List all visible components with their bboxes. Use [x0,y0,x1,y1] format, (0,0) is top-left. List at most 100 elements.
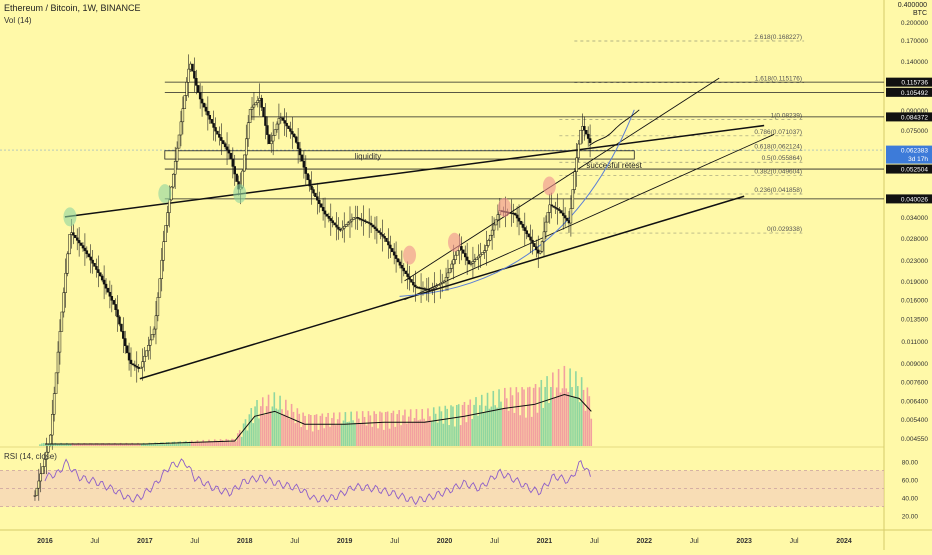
volume-bar [171,441,174,446]
candle-body [245,138,248,156]
volume-bar [454,426,456,446]
volume-bar [452,406,454,446]
candle-body [75,237,79,241]
volume-bar [87,444,89,446]
volume-bar [127,443,130,446]
volume-bar [265,406,268,446]
time-axis-tick-label: 2022 [636,538,652,545]
candle-body [360,218,363,221]
volume-bar [175,443,178,446]
volume-bar [490,406,493,446]
candle-body [450,263,454,269]
candle-body [577,143,580,159]
volume-bar [217,441,220,446]
volume-bar [413,418,416,446]
volume-bar [206,441,208,446]
candle-body [160,259,163,279]
volume-bar [333,412,335,446]
volume-bar [92,444,95,446]
volume-bar [440,411,443,446]
candle-body [89,256,92,261]
candle-body [375,228,379,231]
volume-bar [237,433,239,446]
candle-body [569,208,573,224]
volume-bar [94,443,97,446]
rsi-axis-tick-label: 60.00 [902,478,919,485]
candle-body [210,119,213,124]
last-price-tag [886,145,932,164]
candle-body [540,241,544,252]
candle-body [58,331,62,353]
volume-bar [229,442,231,446]
volume-bar [75,444,78,446]
volume-bar [310,415,312,446]
candle-body [143,355,146,362]
candle-body [327,216,331,219]
volume-bar [400,425,402,446]
candle-body [456,250,459,256]
volume-bar [313,414,316,446]
volume-bar [283,414,285,446]
candle-body [233,166,236,175]
fib-level-label: 1.618(0.115176) [755,76,802,83]
candle-body [139,366,142,369]
candle-body [102,279,106,285]
candle-body [529,236,532,241]
volume-bar [477,415,479,446]
candle-body [291,131,294,135]
volume-bar [235,441,237,446]
candle-body [525,230,528,235]
volume-bar [133,443,135,446]
candle-body [329,218,333,221]
candle-body [487,240,490,246]
volume-bar [461,404,464,446]
volume-bar [544,386,546,446]
candle-body [99,272,102,277]
volume-bar [246,430,249,446]
volume-bar [319,415,322,446]
volume-bar [377,428,379,446]
candle-body [100,275,104,281]
volume-bar [402,415,404,446]
candle-body [519,220,523,225]
time-axis-tick-label: 2016 [37,538,53,545]
candle-body [50,414,54,436]
candle-body [444,277,448,282]
price-axis-tick-label: 0.140000 [901,59,928,66]
candle-body [333,222,336,226]
volume-bar [348,421,351,446]
volume-bar [432,407,435,446]
volume-bar [173,441,176,446]
volume-bar [553,397,556,446]
candle-body [298,148,302,156]
candle-body [114,304,117,310]
candle-body [168,199,171,213]
candle-body [521,224,525,228]
candle-body [563,215,567,219]
volume-bar [588,396,591,446]
volume-bar [513,412,516,446]
liquidity-label: liquidity [355,152,382,161]
candle-body [195,78,198,86]
candle-body [344,224,348,227]
candle-body [335,224,338,228]
volume-bar [248,414,251,446]
volume-bar [290,403,293,446]
candle-body [62,292,66,313]
candle-body [181,108,185,123]
candle-body [289,128,292,132]
volume-bar [321,413,324,446]
fib-level-label: 0.236(0.041858) [754,187,802,194]
volume-bar [586,387,589,446]
candle-body [517,217,521,222]
volume-bar [381,412,383,446]
candle-body [72,232,75,236]
candle-body [542,231,546,242]
volume-bar [555,387,558,446]
candle-body [246,122,250,140]
volume-bar [415,409,418,446]
candle-body [191,63,194,72]
candle-body [275,123,279,130]
volume-bar [158,444,160,446]
candle-body [414,284,417,288]
